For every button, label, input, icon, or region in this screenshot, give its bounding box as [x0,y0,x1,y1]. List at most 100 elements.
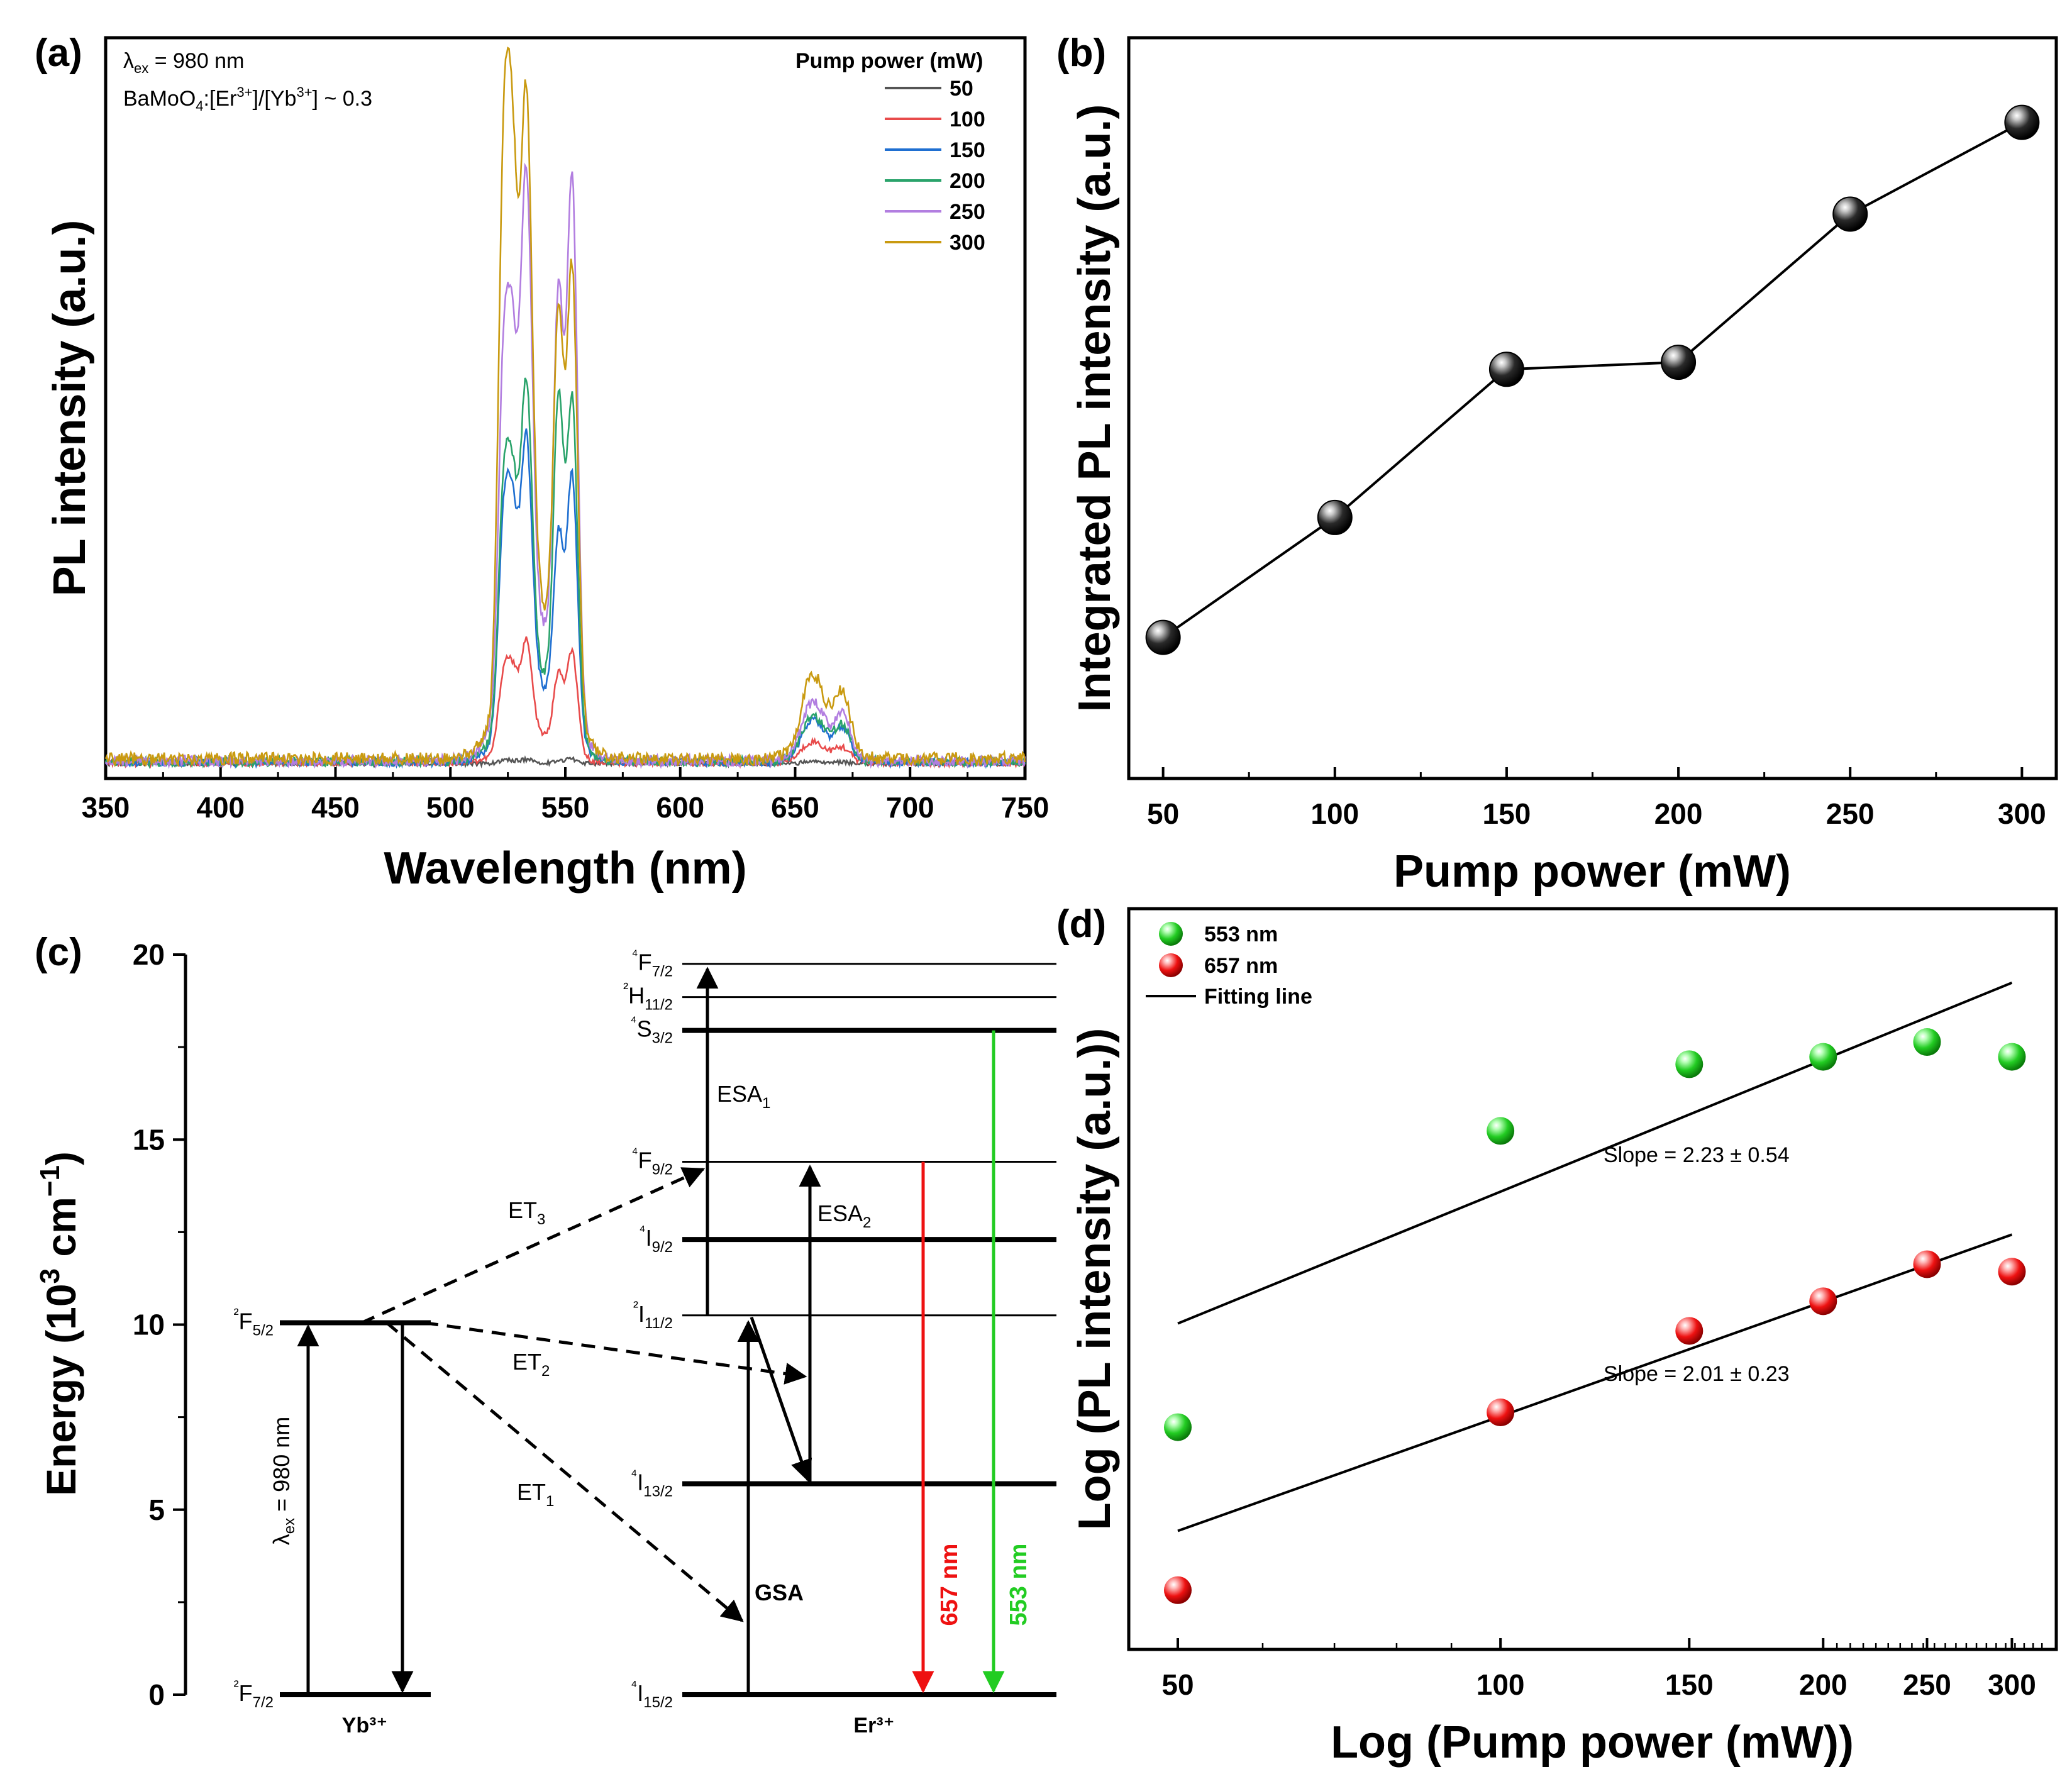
data-point-657-nm-100 [1487,1399,1515,1427]
er-level-label-0: ⁴F7/2 [631,947,673,980]
legend-label-553: 553 nm [1204,922,1278,946]
panel-b: (b) 50 100 150 200 250 300 Pump power (mW) In… [1056,31,2058,897]
fit-line-2 [1177,1233,2013,1532]
data-point-150 [1488,352,1524,387]
panel-a-x-ticks: 350 400 450 500 550 600 650 700 750 [82,767,1050,824]
excitation-label: λex = 980 nm [269,1417,298,1545]
y-tick-label: 5 [148,1493,165,1526]
spectrum-line-300 [104,47,1026,768]
panel-d-plot: Slope = 2.23 ± 0.54 Slope = 2.01 ± 0.23 [1163,981,2026,1604]
y-tick-label: 15 [133,1123,165,1156]
data-point-553-nm-200 [1809,1043,1837,1071]
spectrum-line-100 [105,636,1026,769]
slope-label-553: Slope = 2.23 ± 0.54 [1604,1143,1790,1167]
panel-c-y-axis-label: Energy (103 cm−1) [35,1151,84,1496]
panel-b-plot [1145,104,2040,655]
legend-marker-553 [1159,922,1183,946]
et3-arrow [360,1167,706,1324]
panel-a: (a) 350 400 450 500 550 600 650 700 750 λex = 98… [35,31,1049,894]
data-point-657-nm-50 [1163,1576,1192,1604]
data-point-553-nm-300 [1998,1043,2026,1071]
panel-a-y-axis-label: PL intensity (a.u.) [45,220,95,597]
spectrum-line-150 [104,428,1026,769]
integrated-line [1162,121,2023,639]
panel-d-frame [1127,907,2058,1651]
er-level-label-1: ²H11/2 [623,980,673,1014]
panel-b-label: (b) [1056,31,1106,75]
x-tick-label: 600 [656,791,704,824]
data-point-657-nm-300 [1998,1258,2026,1286]
panel-a-legend: 50 100 150 200 250 300 [885,77,985,255]
yb-level-label-1: ²F5/2 [234,1306,274,1339]
y-tick-label: 10 [133,1309,165,1341]
legend-label-50: 50 [950,77,973,101]
x-tick-label: 100 [1310,797,1359,830]
er-level-label-6: ⁴I13/2 [631,1467,673,1500]
x-tick-label: 300 [1988,1668,2036,1701]
legend-marker-657 [1159,953,1183,977]
x-tick-label: 700 [886,791,934,824]
legend-label-fit: Fitting line [1204,985,1312,1009]
x-tick-label: 350 [82,791,130,824]
et2-label: ET2 [512,1349,550,1380]
y-tick-label: 0 [148,1678,165,1711]
panel-c-y-ticks: 0 5 10 15 20 [133,938,186,1711]
panel-a-label: (a) [35,31,82,75]
er-level-label-5: ²I11/2 [633,1299,673,1332]
data-point-657-nm-250 [1913,1250,1941,1278]
panel-d-y-axis-label: Log (PL intensity (a.u.)) [1070,1028,1120,1531]
legend-label-300: 300 [950,231,985,255]
relaxation-arrow [750,1316,812,1482]
yb-level-label-0: ²F7/2 [234,1678,274,1711]
legend-label-657: 657 nm [1204,954,1278,978]
et1-arrow [385,1321,744,1622]
legend-label-250: 250 [950,200,985,224]
data-point-100 [1317,499,1353,535]
x-tick-label: 400 [196,791,245,824]
spectrum-line-200 [104,377,1026,770]
et3-label: ET3 [508,1197,545,1228]
esa2-label: ESA2 [817,1200,871,1231]
legend-label-200: 200 [950,169,985,193]
data-point-657-nm-150 [1675,1317,1704,1345]
panel-a-x-axis-label: Wavelength (nm) [384,843,746,894]
panel-d: (d) 50 100 150 200 250 300 Slope = 2.23 ± 0.5… [1056,902,2058,1768]
data-point-553-nm-50 [1163,1413,1192,1441]
panel-d-label: (d) [1056,902,1106,946]
x-tick-label: 200 [1654,797,1703,830]
panel-b-x-ticks: 50 100 150 200 250 300 [1147,767,2046,830]
data-point-553-nm-250 [1913,1028,1941,1056]
gsa-label: GSA [755,1580,804,1605]
panel-b-frame [1127,36,2058,780]
x-tick-label: 500 [426,791,475,824]
yb-ion-label: Yb³⁺ [342,1714,388,1737]
legend-label-150: 150 [950,138,985,162]
panel-d-legend: 553 nm 657 nm Fitting line [1146,922,1312,1009]
x-tick-label: 300 [1998,797,2046,830]
data-point-250 [1832,196,1868,232]
esa1-label: ESA1 [717,1081,770,1112]
panel-d-x-axis-label: Log (Pump power (mW)) [1331,1717,1854,1768]
x-tick-label: 100 [1476,1668,1525,1701]
er-ion-label: Er³⁺ [853,1714,894,1737]
er-level-label-3: ⁴F9/2 [631,1145,673,1178]
legend-label-100: 100 [950,108,985,131]
data-point-553-nm-150 [1675,1050,1704,1078]
panel-a-annotation-excitation: λex = 980 nm [123,49,244,76]
panel-d-x-ticks: 50 100 150 200 250 300 [1161,1638,2043,1701]
er-level-label-2: ⁴S3/2 [630,1014,673,1047]
emission-553-label: 553 nm [1006,1544,1032,1626]
er-level-label-4: ⁴I9/2 [639,1222,673,1256]
x-tick-label: 250 [1903,1668,1951,1701]
x-tick-label: 200 [1799,1668,1848,1701]
panel-a-curves [104,47,1026,770]
et2-arrow [424,1321,807,1385]
emission-657-label: 657 nm [936,1544,963,1626]
x-tick-label: 50 [1147,797,1179,830]
x-tick-label: 150 [1665,1668,1714,1701]
x-tick-label: 750 [1001,791,1050,824]
panel-b-x-axis-label: Pump power (mW) [1393,846,1791,897]
x-tick-label: 550 [541,791,590,824]
